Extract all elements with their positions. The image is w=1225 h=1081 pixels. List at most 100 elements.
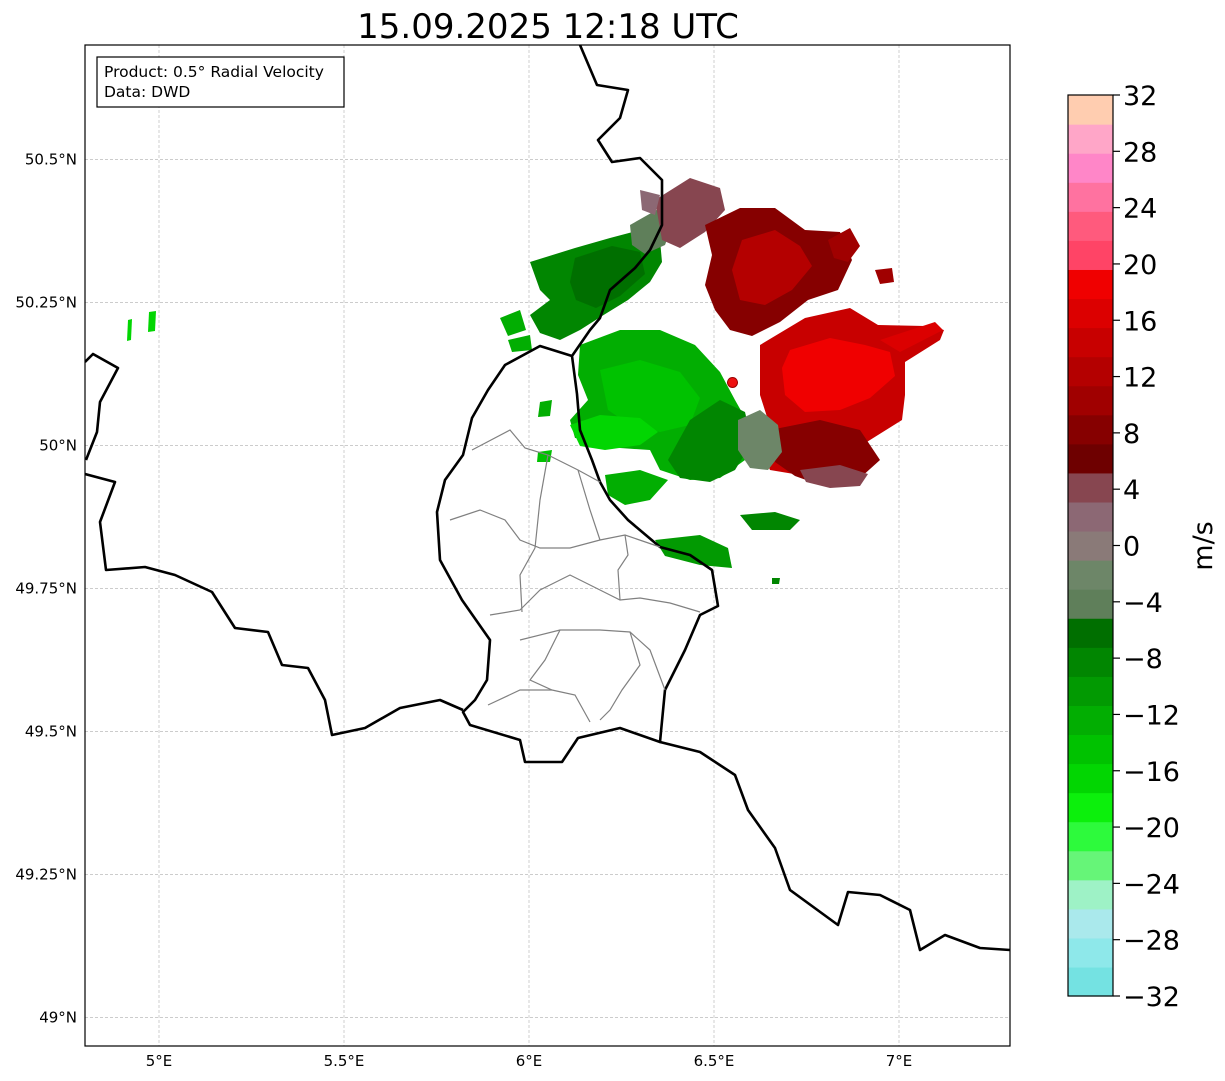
colorbar-segment (1068, 124, 1113, 154)
colorbar-segment (1068, 734, 1113, 765)
colorbar-tick-label: −20 (1123, 813, 1180, 844)
colorbar-segment (1068, 269, 1113, 300)
colorbar-tick-label: 20 (1123, 250, 1157, 281)
echo-e-pink-edge (800, 465, 868, 488)
echo-n-neutral (655, 178, 725, 248)
border-netherlands-stub (85, 352, 120, 461)
echo-south-green-3 (740, 512, 800, 530)
colorbar-tick-label: 12 (1123, 363, 1157, 394)
echo-west-2 (148, 311, 156, 332)
colorbar-segment (1068, 850, 1113, 881)
canton-line-3 (534, 454, 549, 549)
radar-site-marker (727, 376, 738, 388)
lon-tick-label: 5°E (146, 1052, 173, 1070)
lat-tick-label: 50°N (39, 436, 77, 454)
colorbar-segment (1068, 821, 1113, 852)
colorbar-tick-label: −32 (1123, 982, 1180, 1013)
colorbar-segment (1068, 153, 1113, 183)
lat-tick-label: 50.5°N (25, 150, 77, 168)
echo-near-site-grey (738, 410, 782, 470)
colorbar-segment (1068, 676, 1113, 706)
echo-west-1 (127, 319, 132, 341)
info-data-text: Data: DWD (104, 83, 190, 101)
colorbar-segment (1068, 211, 1113, 241)
canton-line-7 (617, 534, 629, 601)
canton-line-6 (519, 547, 536, 613)
colorbar-tick-label: 4 (1123, 475, 1140, 506)
colorbar-tick-label: 32 (1123, 81, 1157, 112)
canton-line-10 (487, 689, 552, 706)
colorbar-segment (1068, 356, 1113, 387)
colorbar-segment (1068, 647, 1113, 677)
colorbar-segment (1068, 472, 1113, 503)
echo-south-green-2 (655, 535, 732, 568)
canton-line-9 (529, 629, 591, 723)
latitude-tick-labels: 49°N 49.25°N 49.5°N 49.75°N 50°N 50.25°N 50.5°… (15, 150, 77, 1026)
map-frame (84, 44, 1011, 1047)
echo-e-darkred-lower (770, 420, 880, 485)
info-box: Product: 0.5° Radial Velocity Data: DWD (96, 56, 345, 108)
echo-ne-red (732, 230, 812, 305)
figure-title: 15.09.2025 12:18 UTC (357, 7, 739, 47)
colorbar-tick-label: 8 (1123, 419, 1140, 450)
colorbar-segment (1068, 705, 1113, 736)
lat-tick-label: 50.25°N (15, 293, 77, 311)
colorbar-segment (1068, 298, 1113, 329)
colorbar-segment (1068, 95, 1113, 125)
colorbar-label: m/s (1188, 521, 1219, 570)
lat-tick-label: 49.5°N (25, 722, 77, 740)
colorbar-segment (1068, 385, 1113, 416)
colorbar-tick-label: 24 (1123, 194, 1157, 225)
info-product-text: Product: 0.5° Radial Velocity (104, 63, 324, 81)
colorbar-segment (1068, 240, 1113, 270)
echo-e-red-streak (880, 322, 943, 352)
info-box-frame (96, 56, 345, 108)
lat-tick-label: 49°N (39, 1008, 77, 1026)
echo-center-darkgreen (668, 400, 752, 482)
canton-boundaries (449, 429, 701, 723)
colorbar-tick-label: −28 (1123, 926, 1180, 957)
canton-line-11 (599, 631, 641, 721)
map-panel: Product: 0.5° Radial Velocity Data: DWD (84, 44, 1011, 1047)
echo-center-green-2 (600, 360, 700, 432)
canton-line-2 (449, 509, 661, 549)
echo-south-speck (772, 578, 780, 584)
colorbar-tick-labels: 32 28 24 20 16 12 8 4 0 −4 −8 −12 −16 −20 −24 −28 −32 (1113, 81, 1180, 1013)
colorbar-tick-label: −8 (1123, 644, 1163, 675)
colorbar-segment (1068, 763, 1113, 794)
canton-line-8 (519, 629, 666, 691)
colorbar-segment (1068, 560, 1113, 590)
colorbar-tick-label: 16 (1123, 306, 1157, 337)
lon-tick-label: 6.5°E (694, 1052, 735, 1070)
colorbar-segment (1068, 530, 1113, 561)
colorbar-segment (1068, 966, 1113, 997)
echo-n-neutral-2 (640, 190, 660, 215)
lat-tick-label: 49.25°N (15, 865, 77, 883)
colorbar-tick-label: −4 (1123, 588, 1163, 619)
border-france-germany (659, 740, 1010, 952)
lat-tick-label: 49.75°N (15, 579, 77, 597)
colorbar-segment (1068, 618, 1113, 648)
echo-e-red-core (782, 338, 895, 412)
colorbar-segment (1068, 443, 1113, 474)
velocity-echoes (127, 178, 944, 584)
echo-ne-far-2 (875, 268, 894, 284)
colorbar-tick-label: 28 (1123, 137, 1157, 168)
colorbar-tick-label: 0 (1123, 532, 1140, 563)
colorbar-segment (1068, 414, 1113, 445)
colorbar-segment (1068, 908, 1113, 939)
lon-tick-label: 7°E (886, 1052, 913, 1070)
lon-tick-label: 6°E (516, 1052, 543, 1070)
echo-w-green-2 (508, 335, 532, 352)
colorbar-segment (1068, 937, 1113, 968)
lon-tick-label: 5.5°E (324, 1052, 365, 1070)
colorbar-segments (1068, 95, 1113, 997)
colorbar-segment (1068, 589, 1113, 619)
country-borders (85, 45, 1010, 952)
echo-nw-green-band-2 (570, 246, 645, 308)
map-background (85, 45, 1010, 1046)
colorbar: 32 28 24 20 16 12 8 4 0 −4 −8 −12 −16 −20 −24 −28 −32 m/… (1067, 81, 1219, 1013)
colorbar-segment (1068, 327, 1113, 358)
colorbar-segment (1068, 879, 1113, 910)
